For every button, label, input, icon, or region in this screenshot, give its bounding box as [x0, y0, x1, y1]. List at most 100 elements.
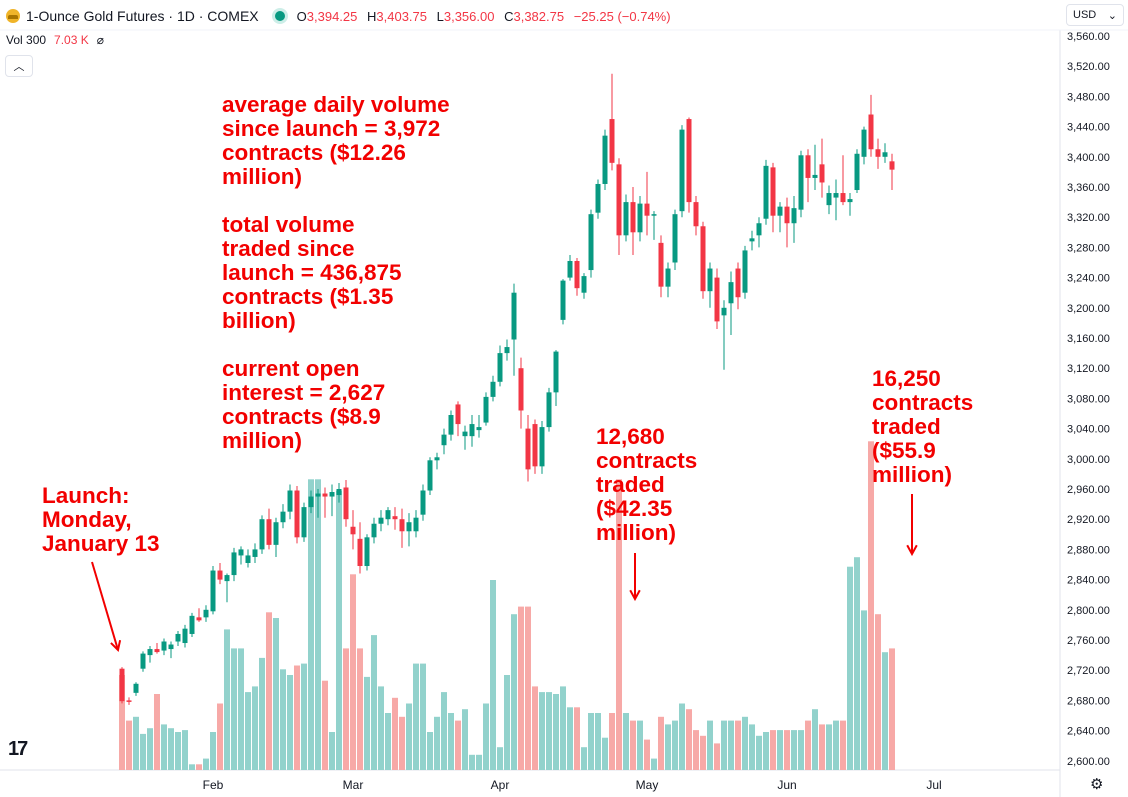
candle-body[interactable] [217, 570, 223, 580]
candle-body[interactable] [203, 609, 209, 618]
candle-body[interactable] [420, 490, 426, 515]
candle-body[interactable] [623, 202, 629, 236]
candle-body[interactable] [742, 250, 748, 293]
candle-body[interactable] [406, 522, 412, 532]
candle-body[interactable] [189, 615, 195, 634]
candle-body[interactable] [322, 493, 328, 497]
candle-body[interactable] [399, 519, 405, 532]
candle-body[interactable] [357, 538, 363, 567]
candle-body[interactable] [119, 668, 125, 702]
candle-body[interactable] [770, 167, 776, 216]
candle-body[interactable] [644, 203, 650, 216]
candle-body[interactable] [469, 424, 475, 437]
candle-body[interactable] [805, 155, 811, 178]
candle-body[interactable] [658, 242, 664, 287]
candle-body[interactable] [511, 292, 517, 340]
candle-body[interactable] [686, 119, 692, 203]
candle-body[interactable] [539, 427, 545, 467]
candle-body[interactable] [231, 552, 237, 576]
candle-body[interactable] [665, 268, 671, 287]
candle-body[interactable] [868, 114, 874, 150]
candle-body[interactable] [315, 493, 321, 497]
candle-body[interactable] [280, 511, 286, 523]
candle-body[interactable] [854, 153, 860, 191]
candle-body[interactable] [651, 214, 657, 216]
candle-body[interactable] [504, 347, 510, 354]
symbol-title[interactable]: 1-Ounce Gold Futures · 1D · COMEX [26, 8, 259, 24]
candle-body[interactable] [196, 617, 202, 621]
candle-body[interactable] [308, 496, 314, 508]
candle-body[interactable] [819, 164, 825, 183]
candle-body[interactable] [679, 129, 685, 212]
candle-body[interactable] [168, 644, 174, 650]
candle-body[interactable] [329, 492, 335, 497]
candle-body[interactable] [448, 415, 454, 435]
candle-body[interactable] [259, 519, 265, 550]
candle-body[interactable] [490, 381, 496, 397]
candle-body[interactable] [301, 507, 307, 538]
candle-body[interactable] [483, 396, 489, 423]
candle-body[interactable] [266, 519, 272, 545]
candle-body[interactable] [294, 490, 300, 538]
candle-body[interactable] [182, 628, 188, 644]
candle-body[interactable] [553, 351, 559, 393]
candle-body[interactable] [595, 183, 601, 213]
candle-body[interactable] [735, 268, 741, 298]
candle-body[interactable] [133, 683, 139, 693]
candle-body[interactable] [749, 238, 755, 242]
candle-body[interactable] [343, 487, 349, 520]
candle-body[interactable] [175, 633, 181, 642]
candle-body[interactable] [434, 457, 440, 461]
candle-body[interactable] [427, 460, 433, 491]
candle-body[interactable] [518, 368, 524, 411]
candle-body[interactable] [336, 489, 342, 496]
candle-body[interactable] [532, 424, 538, 467]
candle-body[interactable] [798, 155, 804, 210]
settings-icon[interactable]: ⚙ [1090, 776, 1104, 793]
candle-body[interactable] [574, 260, 580, 289]
candle-body[interactable] [210, 570, 216, 612]
candle-body[interactable] [140, 653, 146, 669]
candle-body[interactable] [588, 214, 594, 271]
candle-body[interactable] [154, 649, 160, 653]
candle-body[interactable] [777, 206, 783, 216]
candle-body[interactable] [693, 202, 699, 227]
candle-body[interactable] [525, 428, 531, 470]
candle-body[interactable] [392, 516, 398, 520]
candle-body[interactable] [567, 260, 573, 278]
candle-body[interactable] [637, 203, 643, 233]
candle-body[interactable] [847, 199, 853, 203]
candle-body[interactable] [833, 193, 839, 198]
candle-body[interactable] [700, 226, 706, 292]
candle-body[interactable] [252, 549, 258, 557]
candle-body[interactable] [126, 700, 132, 702]
candle-body[interactable] [378, 517, 384, 524]
candle-body[interactable] [756, 223, 762, 236]
candle-body[interactable] [441, 434, 447, 446]
candle-body[interactable] [721, 307, 727, 316]
candle-body[interactable] [714, 277, 720, 322]
candle-body[interactable] [413, 517, 419, 532]
candle-body[interactable] [455, 404, 461, 425]
candle-body[interactable] [350, 526, 356, 535]
candle-body[interactable] [560, 280, 566, 320]
candle-body[interactable] [672, 214, 678, 263]
candle-body[interactable] [224, 575, 230, 582]
candle-body[interactable] [763, 165, 769, 219]
candle-body[interactable] [161, 641, 167, 651]
candle-body[interactable] [371, 523, 377, 538]
candle-body[interactable] [273, 522, 279, 545]
candle-body[interactable] [616, 164, 622, 236]
candle-body[interactable] [147, 649, 153, 656]
candle-body[interactable] [882, 152, 888, 157]
candle-body[interactable] [840, 193, 846, 203]
candle-body[interactable] [602, 135, 608, 184]
candle-body[interactable] [364, 537, 370, 567]
candle-body[interactable] [497, 353, 503, 382]
candle-body[interactable] [784, 206, 790, 224]
candle-body[interactable] [245, 555, 251, 563]
candle-body[interactable] [630, 202, 636, 233]
candle-body[interactable] [728, 282, 734, 304]
currency-select[interactable]: USD ⌄ [1066, 4, 1124, 26]
